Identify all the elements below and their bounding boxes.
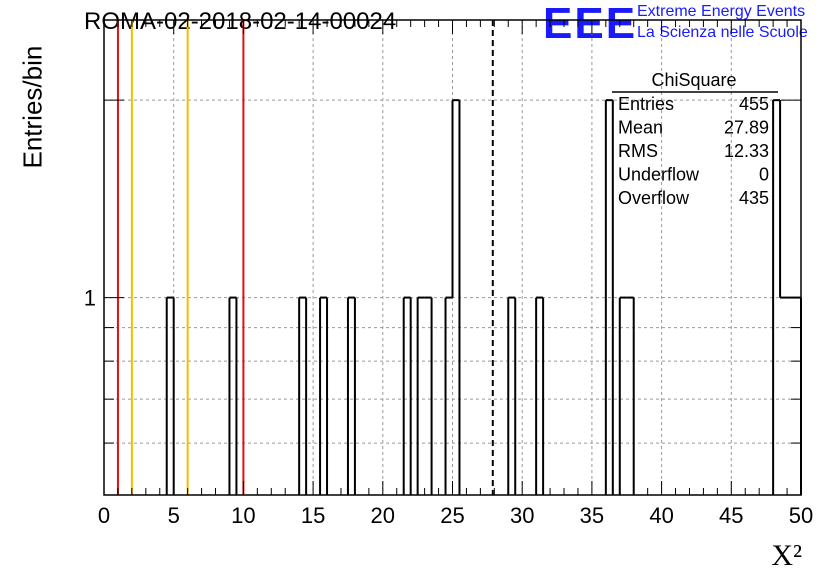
x-tick-label: 0 [98, 503, 110, 528]
x-tick-label: 10 [231, 503, 255, 528]
stats-row-label: Entries [618, 94, 674, 114]
stats-row-value: 0 [759, 165, 769, 185]
histogram-edges [165, 100, 802, 495]
axis-ticks [103, 20, 802, 495]
stats-box: ChiSquare Entries 455 Mean 27.89 RMS 12.33 Und… [612, 70, 778, 208]
stats-row-label: Mean [618, 118, 663, 138]
x-tick-label: 15 [301, 503, 325, 528]
x-tick-label: 20 [371, 503, 395, 528]
logo-tagline-2: La Scienza nelle Scuole [637, 24, 808, 41]
stats-row-label: RMS [618, 141, 658, 161]
reference-lines [116, 20, 494, 495]
stats-row-value: 12.33 [724, 141, 769, 161]
x-tick-labels: 0 5 10 15 20 25 30 35 40 45 50 [98, 503, 813, 528]
page-title: ROMA-02-2018-02-14-00024 [84, 8, 397, 35]
x-tick-label: 50 [789, 503, 813, 528]
stats-row-value: 455 [739, 94, 769, 114]
stats-row-label: Underflow [618, 165, 700, 185]
stats-row-value: 435 [739, 188, 769, 208]
stats-row-label: Overflow [618, 188, 690, 208]
x-tick-label: 45 [719, 503, 743, 528]
x-axis-label: X² [771, 539, 802, 572]
logo-tagline-1: Extreme Energy Events [637, 3, 806, 20]
stats-box-title: ChiSquare [651, 70, 736, 90]
x-tick-label: 40 [649, 503, 673, 528]
x-tick-label: 25 [440, 503, 464, 528]
stats-row-value: 27.89 [724, 118, 769, 138]
x-tick-label: 30 [510, 503, 534, 528]
y-tick-labels: 1 [84, 286, 96, 311]
y-tick-label: 1 [84, 286, 96, 311]
x-tick-label: 5 [168, 503, 180, 528]
stats-rows: Entries 455 Mean 27.89 RMS 12.33 Underflow 0 Ove… [618, 94, 769, 208]
x-tick-label: 35 [580, 503, 604, 528]
